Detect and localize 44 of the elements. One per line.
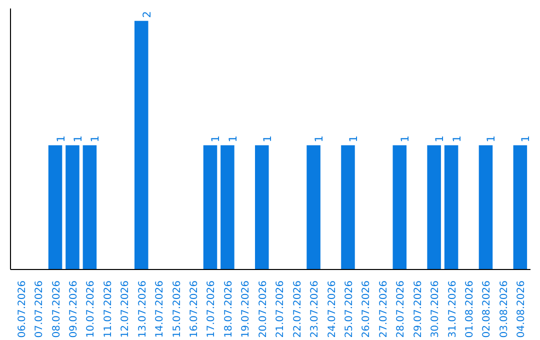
x-tick-label: 27.07.2026: [378, 280, 390, 338]
x-tick-label: 04.08.2026: [516, 280, 528, 338]
x-tick-label: 09.07.2026: [68, 280, 80, 338]
x-tick-label: 03.08.2026: [498, 280, 510, 338]
data-label: 1: [54, 135, 68, 142]
x-tick-label: 18.07.2026: [223, 280, 234, 338]
x-tick-label: 10.07.2026: [86, 280, 97, 338]
x-tick-label: 20.07.2026: [258, 280, 269, 338]
x-tick-label: 11.07.2026: [102, 280, 114, 338]
data-label: 1: [71, 135, 84, 142]
data-label: 1: [312, 135, 326, 142]
data-label: 2: [140, 11, 154, 18]
x-tick-label: 23.07.2026: [310, 280, 321, 338]
data-label: 1: [433, 135, 446, 142]
x-tick-label: 17.07.2026: [206, 280, 218, 338]
data-label: 1: [519, 135, 532, 142]
x-tick-label: 22.07.2026: [292, 280, 304, 338]
x-tick-label: 07.07.2026: [34, 280, 46, 338]
data-label: 1: [226, 135, 240, 142]
data-label: 1: [484, 135, 498, 142]
x-tick-label: 16.07.2026: [189, 280, 200, 338]
data-label: 1: [209, 135, 222, 142]
data-label: 1: [346, 135, 360, 142]
data-label: 1: [450, 135, 464, 142]
x-tick-label: 13.07.2026: [137, 280, 148, 338]
x-tick-label: 24.07.2026: [326, 280, 338, 338]
x-tick-label: 28.07.2026: [396, 280, 407, 338]
x-tick-label: 15.07.2026: [172, 280, 183, 338]
x-tick-label: 26.07.2026: [361, 280, 372, 338]
x-tick-label: 30.07.2026: [430, 280, 442, 338]
data-label: 1: [88, 135, 102, 142]
x-tick-label: 08.07.2026: [51, 280, 62, 338]
data-label: 1: [398, 135, 412, 142]
x-tick-label: 14.07.2026: [154, 280, 166, 338]
x-tick-label: 06.07.2026: [16, 280, 28, 338]
x-tick-label: 31.07.2026: [447, 280, 458, 338]
x-tick-label: 02.08.2026: [482, 280, 493, 338]
x-tick-label: 25.07.2026: [344, 280, 355, 338]
x-tick-label: 21.07.2026: [275, 280, 286, 338]
data-label: 1: [260, 135, 274, 142]
x-tick-label: 19.07.2026: [240, 280, 252, 338]
x-tick-label: 01.08.2026: [464, 280, 476, 338]
x-tick-label: 12.07.2026: [120, 280, 132, 338]
x-tick-label: 29.07.2026: [412, 280, 424, 338]
